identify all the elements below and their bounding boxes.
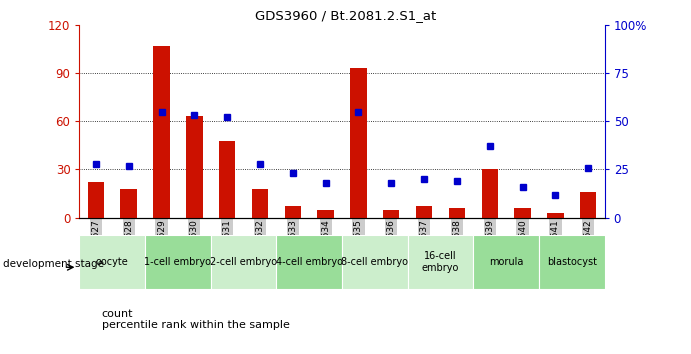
Text: morula: morula	[489, 257, 523, 267]
Bar	[211, 235, 276, 289]
Bar	[120, 189, 137, 218]
Bar	[342, 235, 408, 289]
Text: 8-cell embryo: 8-cell embryo	[341, 257, 408, 267]
Bar	[408, 235, 473, 289]
Bar	[186, 116, 202, 218]
Bar	[79, 235, 145, 289]
Bar	[276, 235, 342, 289]
Bar	[416, 206, 433, 218]
Text: development stage: development stage	[3, 259, 104, 269]
Bar	[88, 182, 104, 218]
Bar	[580, 192, 596, 218]
Bar	[317, 210, 334, 218]
Text: 1-cell embryo: 1-cell embryo	[144, 257, 211, 267]
Bar	[285, 206, 301, 218]
Bar	[252, 189, 268, 218]
Bar	[383, 210, 399, 218]
Text: oocyte: oocyte	[96, 257, 129, 267]
Bar	[473, 235, 539, 289]
Text: percentile rank within the sample: percentile rank within the sample	[102, 320, 290, 330]
Bar	[145, 235, 211, 289]
Bar	[219, 141, 236, 218]
Text: 2-cell embryo: 2-cell embryo	[210, 257, 277, 267]
Text: 4-cell embryo: 4-cell embryo	[276, 257, 343, 267]
Bar	[539, 235, 605, 289]
Bar	[482, 170, 498, 218]
Bar	[514, 208, 531, 218]
Text: blastocyst: blastocyst	[547, 257, 597, 267]
Text: 16-cell
embryo: 16-cell embryo	[422, 251, 460, 273]
Text: count: count	[102, 309, 133, 319]
Bar	[153, 46, 170, 218]
Text: GDS3960 / Bt.2081.2.S1_at: GDS3960 / Bt.2081.2.S1_at	[255, 9, 436, 22]
Bar	[350, 68, 367, 218]
Bar	[547, 213, 564, 218]
Bar	[448, 208, 465, 218]
